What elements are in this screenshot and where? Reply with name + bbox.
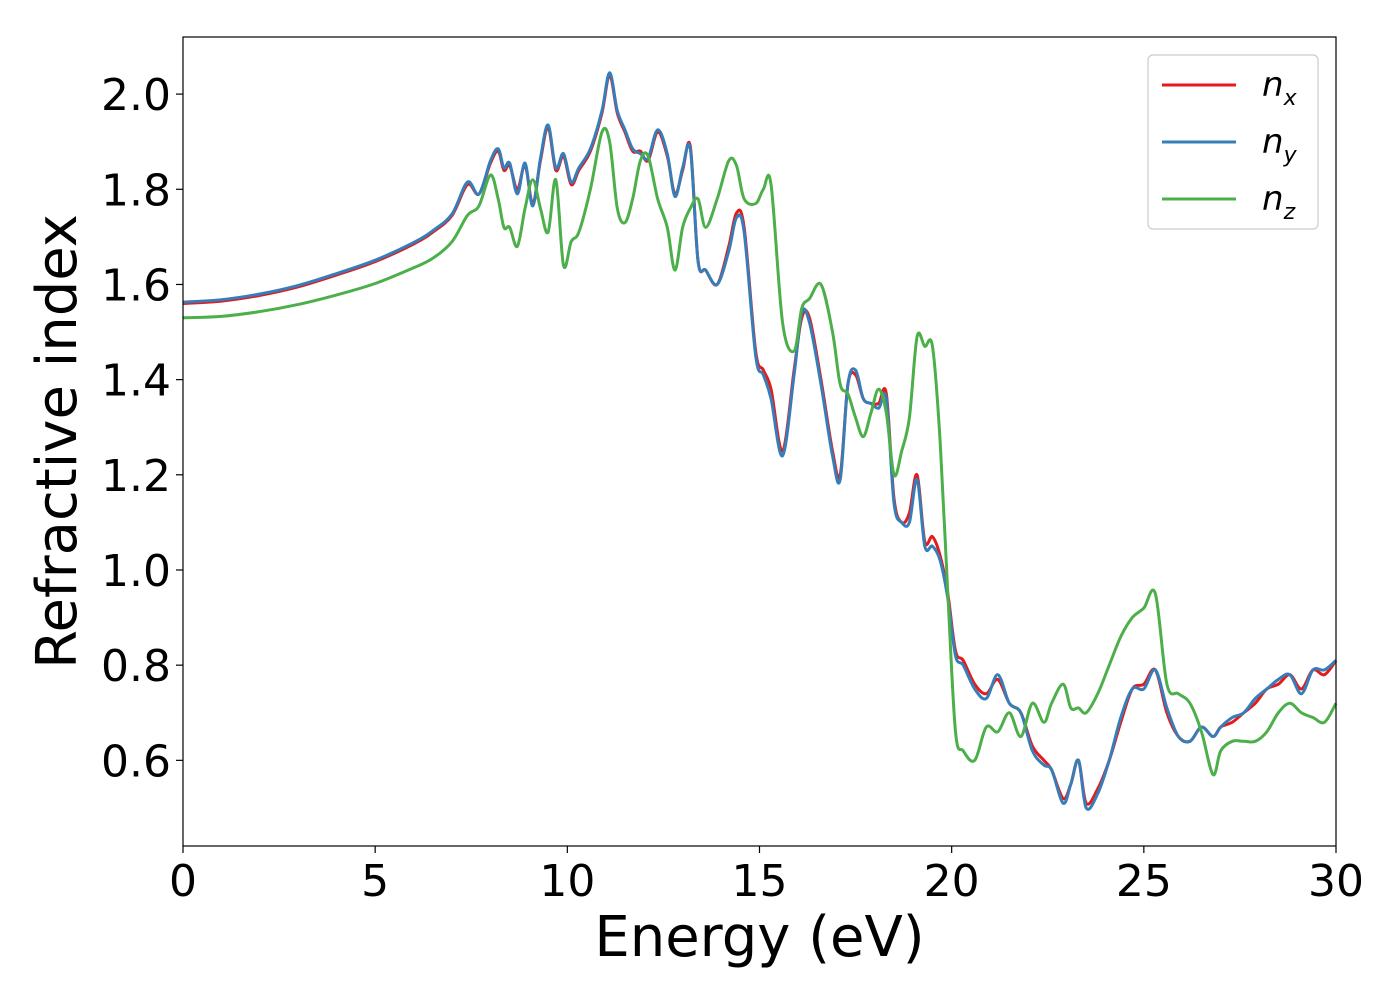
x-tick-label: 30	[1308, 856, 1364, 907]
x-tick-label: 10	[539, 856, 595, 907]
x-tick-label: 25	[1116, 856, 1172, 907]
legend-subscript: z	[1283, 200, 1296, 225]
y-tick-label: 1.6	[101, 260, 171, 311]
y-tick-label: 1.8	[101, 165, 171, 216]
x-tick-label: 5	[361, 856, 389, 907]
y-tick-label: 1.0	[101, 546, 171, 597]
x-tick-label: 0	[169, 856, 197, 907]
series-line-nz	[182, 126, 1338, 777]
y-tick-label: 2.0	[101, 70, 171, 121]
x-tick-label: 20	[924, 856, 980, 907]
y-axis-label: Refractive index	[25, 214, 90, 669]
legend-subscript: y	[1283, 143, 1298, 168]
y-tick-label: 0.6	[101, 736, 171, 787]
x-axis-label: Energy (eV)	[594, 905, 924, 970]
y-tick-label: 1.4	[101, 356, 171, 407]
y-tick-label: 0.8	[101, 641, 171, 692]
y-tick-label: 1.2	[101, 451, 171, 502]
legend-subscript: x	[1283, 86, 1298, 111]
series-line-ny	[182, 71, 1337, 811]
x-axis-ticks: 0 5 10 15 20 25 30	[169, 846, 1364, 907]
x-tick-label: 15	[732, 856, 788, 907]
y-axis-ticks: 0.6 0.8 1.0 1.2 1.4 1.6 1.8 2.0	[101, 70, 183, 787]
plot-lines	[182, 71, 1338, 811]
